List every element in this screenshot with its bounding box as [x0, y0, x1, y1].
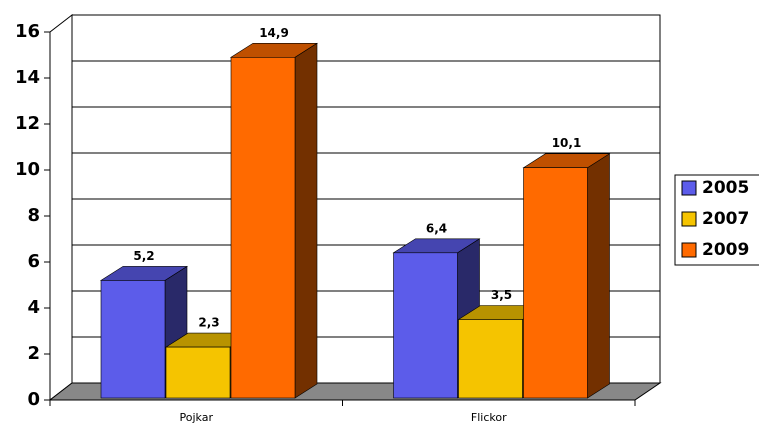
y-tick-label: 10: [15, 159, 40, 180]
y-tick-label: 16: [15, 21, 40, 42]
bar: [523, 167, 588, 399]
legend-swatch: [681, 242, 697, 258]
y-tick-label: 14: [15, 67, 40, 88]
x-tick-label: Flickor: [471, 411, 507, 424]
y-tick-label: 4: [27, 297, 40, 318]
y-tick-label: 2: [27, 343, 40, 364]
y-tick-label: 8: [27, 205, 40, 226]
y-tick-label: 0: [27, 389, 40, 410]
side-wall: [49, 13, 73, 402]
bar: [458, 319, 523, 399]
bar: [393, 252, 458, 399]
legend-swatch: [681, 180, 697, 196]
data-label: 2,3: [198, 316, 219, 330]
bar-side: [294, 42, 318, 399]
data-label: 3,5: [491, 288, 512, 302]
bar: [100, 280, 166, 399]
legend-label: 2007: [702, 209, 749, 229]
data-label: 5,2: [133, 249, 154, 263]
data-label: 14,9: [259, 26, 289, 40]
bar: [165, 346, 231, 399]
legend-swatch: [681, 211, 697, 227]
y-tick-label: 6: [27, 251, 40, 272]
legend-label: 2009: [702, 240, 749, 260]
legend-label: 2005: [702, 178, 749, 198]
y-tick-label: 12: [15, 113, 40, 134]
data-label: 6,4: [426, 221, 447, 235]
data-label: 10,1: [552, 136, 582, 150]
bar: [230, 56, 296, 399]
bar-side: [587, 153, 610, 399]
x-tick-label: Pojkar: [180, 411, 214, 424]
